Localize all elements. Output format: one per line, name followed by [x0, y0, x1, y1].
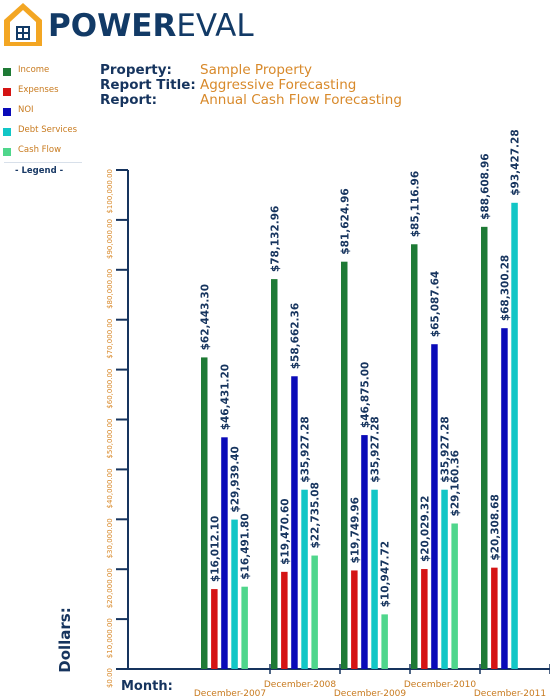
bar [351, 570, 358, 669]
bar [201, 357, 208, 669]
bar-value-label: $81,624.96 [339, 188, 351, 254]
legend-swatch [3, 108, 11, 116]
brand-name: POWEREVAL [48, 9, 254, 43]
bar-value-label: $65,087.64 [429, 271, 441, 337]
y-tick-label: $10,000.00 [106, 618, 114, 658]
bar-value-label: $10,947.72 [380, 541, 392, 607]
x-tick-label: December-2010 [404, 680, 477, 690]
bar [271, 279, 278, 669]
bar [221, 437, 228, 669]
bar [371, 489, 378, 669]
bar-value-label: $46,875.00 [359, 362, 371, 428]
bar-value-label: $19,749.96 [349, 497, 361, 563]
bar [421, 569, 428, 669]
bar [281, 571, 288, 669]
bar [441, 489, 448, 669]
y-tick-label: $90,000.00 [106, 219, 114, 259]
y-tick-label: $30,000.00 [106, 518, 114, 558]
x-axis-label: Month: [121, 679, 173, 694]
report-value: Annual Cash Flow Forecasting [200, 92, 402, 108]
bar [301, 489, 308, 669]
y-axis: $0.00 $10,000.00 $20,000.00 $30,000.00 $40,0… [106, 169, 129, 688]
legend-title: - Legend - [15, 166, 64, 176]
legend-label: Debt Services [18, 125, 78, 135]
bar [211, 589, 218, 669]
bar [231, 519, 238, 669]
x-tick-label: December-2011 [474, 689, 546, 699]
brand-name-part1: POWER [48, 8, 177, 44]
legend-swatch [3, 128, 11, 136]
bar-value-label: $85,116.96 [409, 171, 421, 237]
bar-value-label: $16,012.10 [209, 516, 221, 582]
y-tick-label: $0.00 [106, 668, 114, 688]
x-tick-label: December-2009 [334, 689, 407, 699]
property-label: Property: [100, 62, 172, 78]
bar-value-label: $16,491.80 [240, 513, 252, 579]
bar-value-label: $58,662.36 [289, 303, 301, 369]
bar [501, 328, 508, 669]
x-axis: December-2007December-2008December-2009D… [116, 664, 550, 699]
logo: POWEREVAL [0, 0, 254, 52]
bar-value-label: $20,029.32 [419, 496, 431, 562]
legend-swatch [3, 68, 11, 76]
property-value: Sample Property [200, 62, 313, 78]
y-tick-label: $20,000.00 [106, 568, 114, 608]
y-tick-label: $70,000.00 [106, 319, 114, 359]
brand-name-part2: EVAL [176, 8, 254, 44]
bar [291, 376, 298, 669]
legend-swatch [3, 88, 11, 96]
legend-divider [4, 162, 82, 163]
bar-value-label: $29,160.36 [450, 450, 462, 516]
bar [511, 202, 518, 670]
bar-value-label: $35,927.28 [440, 416, 452, 482]
bar [451, 523, 458, 669]
bar-value-label: $68,300.28 [499, 255, 511, 321]
legend-label: NOI [18, 105, 34, 115]
bar [431, 344, 438, 669]
bar [311, 555, 318, 669]
bar-value-label: $88,608.96 [479, 153, 491, 219]
bar [381, 614, 388, 669]
house-logo-icon [4, 3, 42, 46]
bar [481, 226, 488, 669]
bar [491, 567, 498, 669]
legend-label: Cash Flow [18, 145, 62, 155]
report-label: Report: [100, 92, 157, 108]
legend-swatch [3, 148, 11, 156]
bar [341, 261, 348, 669]
x-tick-label: December-2007 [194, 689, 266, 699]
bar-value-label: $46,431.20 [219, 364, 231, 430]
bar-value-label: $20,308.68 [489, 494, 501, 560]
legend-label: Expenses [18, 85, 59, 95]
report-title-label: Report Title: [100, 77, 196, 93]
y-tick-label: $50,000.00 [106, 419, 114, 459]
bar [241, 586, 248, 669]
data-labels: $62,443.30 $16,012.10 $46,431.20 $29,939.40… [199, 129, 521, 607]
bar-value-label: $22,735.08 [310, 482, 322, 548]
bar [361, 435, 368, 669]
bar [411, 244, 418, 670]
bars [201, 202, 518, 670]
bar-value-label: $19,470.60 [279, 498, 291, 564]
report-title-value: Aggressive Forecasting [200, 77, 357, 93]
bar-value-label: $93,427.28 [510, 129, 522, 195]
x-tick-label: December-2008 [264, 680, 337, 690]
bar-value-label: $35,927.28 [370, 416, 382, 482]
bar-value-label: $29,939.40 [230, 446, 242, 512]
y-tick-label: $40,000.00 [106, 468, 114, 508]
y-tick-label: $100,000.00 [106, 169, 114, 214]
legend-label: Income [18, 65, 50, 75]
bar-value-label: $35,927.28 [300, 416, 312, 482]
legend: Income Expenses NOI Debt Services Cash F… [0, 60, 84, 182]
y-tick-label: $60,000.00 [106, 369, 114, 409]
y-axis-label: Dollars: [56, 607, 74, 673]
bar-value-label: $78,132.96 [269, 206, 281, 272]
y-tick-label: $80,000.00 [106, 269, 114, 309]
bar-value-label: $62,443.30 [199, 284, 211, 350]
